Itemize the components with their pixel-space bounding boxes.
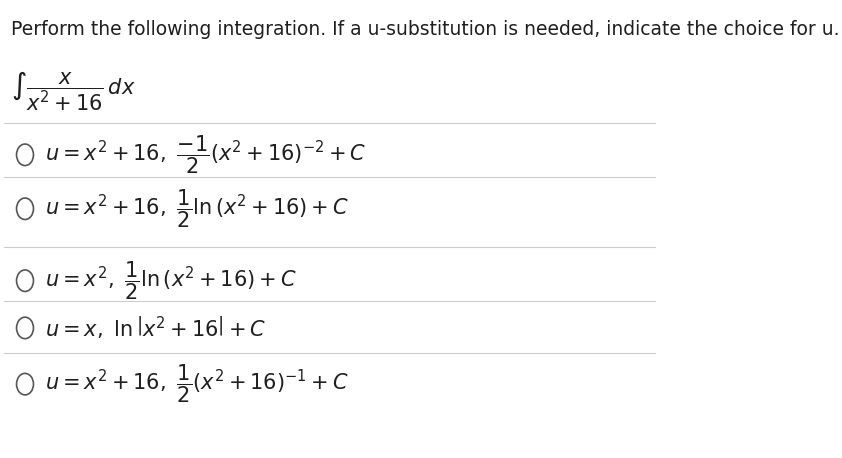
Text: $u = x,\ \ln\left|x^2 + 16\right| + C$: $u = x,\ \ln\left|x^2 + 16\right| + C$	[45, 315, 266, 341]
Text: $u = x^2,\ \dfrac{1}{2}\ln\left(x^2 + 16\right) + C$: $u = x^2,\ \dfrac{1}{2}\ln\left(x^2 + 16…	[45, 259, 296, 302]
Text: $u = x^2 + 16,\ \dfrac{-1}{2}\left(x^2 + 16\right)^{-2} + C$: $u = x^2 + 16,\ \dfrac{-1}{2}\left(x^2 +…	[45, 134, 366, 176]
Text: $u = x^2 + 16,\ \dfrac{1}{2}\ln\left(x^2 + 16\right) + C$: $u = x^2 + 16,\ \dfrac{1}{2}\ln\left(x^2…	[45, 187, 349, 230]
Text: Perform the following integration. If a u-substitution is needed, indicate the c: Perform the following integration. If a …	[11, 20, 839, 39]
Text: $u = x^2 + 16,\ \dfrac{1}{2}\left(x^2 + 16\right)^{-1} + C$: $u = x^2 + 16,\ \dfrac{1}{2}\left(x^2 + …	[45, 363, 349, 405]
Text: $\int \dfrac{x}{x^2+16}\,dx$: $\int \dfrac{x}{x^2+16}\,dx$	[11, 69, 136, 113]
